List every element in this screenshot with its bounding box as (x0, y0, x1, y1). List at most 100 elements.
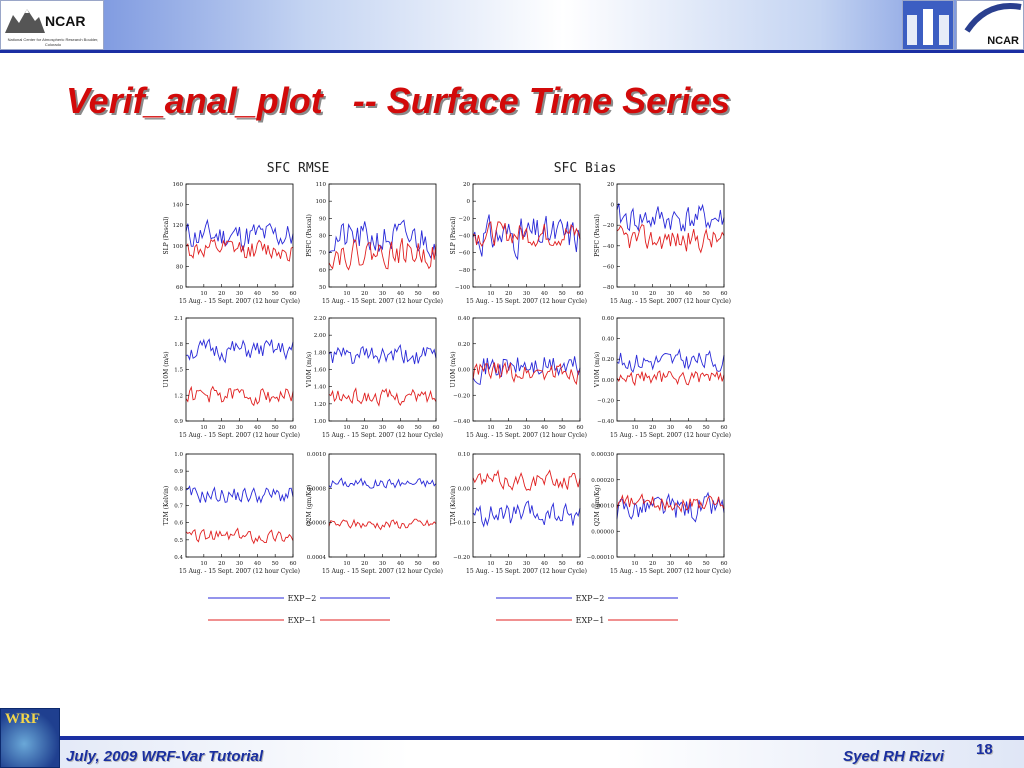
y-tick-label: 0.00020 (591, 478, 614, 484)
x-tick-label: 60 (577, 561, 584, 567)
x-tick-label: 30 (379, 425, 386, 431)
x-tick-label: 40 (685, 291, 692, 297)
y-tick-label: 2.1 (174, 316, 183, 322)
plot-frame (616, 317, 725, 422)
series-line-exp1 (328, 238, 437, 271)
y-tick-label: 0.5 (174, 538, 183, 544)
x-tick-label: 20 (505, 425, 512, 431)
y-tick-label: −0.40 (453, 419, 470, 425)
series-line-exp2 (472, 214, 581, 261)
y-tick-label: 50 (319, 285, 326, 291)
y-tick-label: −40 (458, 234, 470, 240)
x-tick-label: 40 (397, 425, 404, 431)
series-line-exp1 (185, 238, 294, 262)
y-tick-label: −0.20 (453, 393, 470, 399)
legend-label: EXP−1 (288, 616, 317, 625)
chart-panel-5: 10 20 30 40 50 60 0.9 1.2 1.5 1.8 2.1 15 Aug. - 15 … (163, 316, 300, 439)
y-tick-label: −100 (455, 285, 471, 291)
y-tick-label: 0.00030 (591, 452, 614, 458)
x-tick-label: 40 (541, 561, 548, 567)
plot-frame (472, 183, 581, 288)
y-axis-label: V10M (m/s) (306, 352, 313, 389)
x-axis-label: 15 Aug. - 15 Sept. 2007 (12 hour Cycle) (466, 298, 587, 305)
x-tick-label: 60 (290, 291, 297, 297)
mmm-icon (907, 9, 949, 45)
y-tick-label: 120 (173, 223, 184, 229)
x-tick-label: 30 (236, 425, 243, 431)
y-tick-label: 1.60 (314, 368, 327, 374)
x-tick-label: 10 (343, 425, 350, 431)
y-tick-label: 90 (319, 216, 326, 222)
y-tick-label: 20 (607, 182, 614, 188)
x-tick-label: 40 (254, 561, 261, 567)
y-tick-label: 0.9 (174, 419, 183, 425)
x-tick-label: 60 (721, 561, 728, 567)
y-tick-label: −60 (602, 264, 614, 270)
legend-rmse: EXP−2 EXP−1 (208, 594, 390, 625)
x-axis-label: 15 Aug. - 15 Sept. 2007 (12 hour Cycle) (466, 432, 587, 439)
footer-bar (0, 740, 1024, 768)
x-tick-label: 30 (236, 561, 243, 567)
series-line-exp2 (616, 203, 725, 232)
x-tick-label: 40 (397, 561, 404, 567)
x-tick-label: 50 (559, 561, 566, 567)
chart-panel-11: 10 20 30 40 50 60 −0.20 −0.10 0.00 0.10 15 Aug. - … (450, 452, 587, 575)
x-tick-label: 50 (703, 425, 710, 431)
x-tick-label: 20 (218, 561, 225, 567)
plot-frame (328, 453, 437, 558)
x-tick-label: 50 (703, 561, 710, 567)
series-line-exp1 (616, 493, 725, 513)
y-tick-label: 0.40 (458, 316, 471, 322)
plot-frame (185, 317, 294, 422)
ncar-logo-subtext: National Center for Atmospheric Research… (7, 37, 99, 47)
y-tick-label: 110 (316, 182, 327, 188)
y-tick-label: −0.00010 (587, 555, 615, 561)
y-tick-label: 70 (319, 251, 326, 257)
y-tick-label: 0.4 (174, 555, 183, 561)
x-tick-label: 40 (254, 425, 261, 431)
y-axis-label: Q2M (gm/Kg) (594, 485, 601, 526)
x-axis-label: 15 Aug. - 15 Sept. 2007 (12 hour Cycle) (610, 432, 731, 439)
series-line-exp1 (472, 361, 581, 386)
x-tick-label: 60 (433, 425, 440, 431)
y-axis-label: U10M (m/s) (163, 351, 170, 387)
col-title-bias: SFC Bias (554, 161, 617, 176)
series-line-exp1 (185, 527, 294, 545)
x-tick-label: 40 (685, 561, 692, 567)
x-tick-label: 60 (577, 291, 584, 297)
y-tick-label: 0.9 (174, 469, 183, 475)
x-tick-label: 60 (721, 291, 728, 297)
footer-divider (0, 736, 1024, 740)
chart-panel-10: 10 20 30 40 50 60 0.0004 0.0006 0.0008 0.0010 15 A… (306, 452, 443, 575)
x-tick-label: 10 (343, 561, 350, 567)
y-tick-label: 0.00 (458, 368, 471, 374)
y-tick-label: 0.00010 (591, 504, 614, 510)
col-title-rmse: SFC RMSE (267, 161, 330, 176)
x-tick-label: 20 (218, 425, 225, 431)
series-line-exp2 (472, 500, 581, 528)
y-tick-label: −60 (458, 251, 470, 257)
y-tick-label: 0.6 (174, 521, 183, 527)
x-tick-label: 40 (541, 291, 548, 297)
x-tick-label: 40 (541, 425, 548, 431)
y-tick-label: 80 (176, 264, 183, 270)
x-tick-label: 40 (254, 291, 261, 297)
chart-legends: EXP−2 EXP−1 EXP−2 EXP−1 (208, 594, 678, 625)
y-tick-label: 0.0004 (307, 555, 327, 561)
plot-frame (328, 317, 437, 422)
y-tick-label: 2.00 (314, 333, 327, 339)
y-tick-label: −20 (458, 216, 470, 222)
x-tick-label: 20 (505, 561, 512, 567)
y-axis-label: PSFC (Pascal) (306, 214, 313, 257)
y-tick-label: 60 (319, 268, 326, 274)
y-axis-label: U10M (m/s) (450, 351, 457, 387)
x-tick-label: 30 (236, 291, 243, 297)
x-tick-label: 20 (649, 291, 656, 297)
series-line-exp2 (472, 356, 581, 385)
x-tick-label: 20 (649, 425, 656, 431)
x-tick-label: 10 (343, 291, 350, 297)
slide-title: Verif_anal_plot -- Surface Time Series (66, 80, 731, 121)
ncar-logo-right-text: NCAR (987, 35, 1019, 47)
x-tick-label: 30 (667, 561, 674, 567)
